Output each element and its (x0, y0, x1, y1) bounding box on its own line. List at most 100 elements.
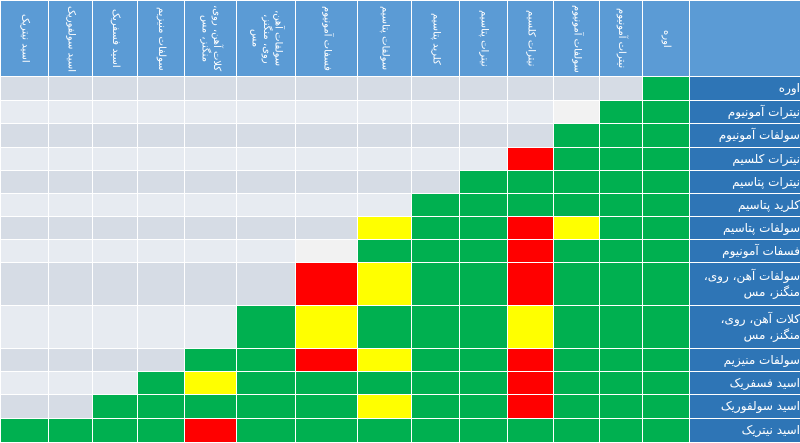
matrix-cell-empty (236, 170, 296, 194)
matrix-cell-empty (0, 76, 49, 101)
matrix-cell-compatible (137, 371, 185, 395)
matrix-cell-incompatible (295, 348, 358, 372)
matrix-cell-empty (48, 262, 93, 306)
matrix-cell-empty (137, 305, 185, 349)
matrix-cell-empty (48, 348, 93, 372)
matrix-cell-compatible (48, 418, 93, 443)
matrix-cell-empty (411, 100, 460, 124)
table-row: سولفات پتاسیم (0, 216, 800, 240)
matrix-cell-empty (507, 100, 554, 124)
matrix-cell-empty (48, 147, 93, 171)
matrix-cell-empty (357, 147, 412, 171)
matrix-cell-compatible (507, 193, 554, 217)
matrix-cell-compatible (599, 305, 643, 349)
matrix-cell-compatible (642, 123, 690, 148)
table-row: کلات آهن، روی، منگنز، مس (0, 305, 800, 349)
matrix-cell-empty (184, 170, 237, 194)
matrix-cell-compatible (599, 147, 643, 171)
table-row: اوره (0, 76, 800, 101)
matrix-cell-compatible (553, 348, 600, 372)
matrix-cell-compatible (236, 394, 296, 419)
matrix-cell-compatible (357, 418, 412, 443)
table-row: کلرید پتاسیم (0, 193, 800, 217)
matrix-cell-compatible (92, 394, 138, 419)
matrix-cell-compatible (642, 216, 690, 240)
matrix-cell-compatible (599, 371, 643, 395)
matrix-cell-compatible (642, 76, 690, 101)
matrix-cell-empty (411, 170, 460, 194)
matrix-cell-empty (0, 193, 49, 217)
matrix-cell-empty (411, 147, 460, 171)
matrix-cell-empty (184, 262, 237, 306)
matrix-cell-empty (295, 239, 358, 263)
matrix-cell-compatible (459, 305, 508, 349)
matrix-cell-empty (92, 371, 138, 395)
matrix-cell-empty (357, 100, 412, 124)
matrix-cell-empty (92, 305, 138, 349)
matrix-cell-empty (92, 216, 138, 240)
matrix-cell-compatible (459, 170, 508, 194)
matrix-cell-compatible (599, 394, 643, 419)
matrix-cell-limited (357, 216, 412, 240)
matrix-cell-empty (184, 76, 237, 101)
row-header-label: اسید نیتریک (689, 418, 800, 443)
matrix-cell-compatible (553, 262, 600, 306)
matrix-cell-compatible (642, 418, 690, 443)
matrix-cell-empty (48, 216, 93, 240)
matrix-cell-empty (184, 123, 237, 148)
matrix-cell-compatible (459, 239, 508, 263)
matrix-cell-incompatible (507, 147, 554, 171)
table-row: سولفات آهن، روی، منگنز، مس (0, 262, 800, 306)
row-header-label: فسفات آمونیوم (689, 239, 800, 263)
matrix-cell-compatible (642, 348, 690, 372)
matrix-cell-empty (48, 394, 93, 419)
column-header: نیترات کلسیم (507, 0, 554, 77)
column-header: سولفات منیزیم (137, 0, 185, 77)
matrix-cell-compatible (553, 193, 600, 217)
matrix-cell-compatible (459, 418, 508, 443)
table-row: اسید نیتریک (0, 418, 800, 443)
matrix-cell-empty (48, 371, 93, 395)
column-header: کلرید پتاسیم (411, 0, 460, 77)
matrix-cell-compatible (184, 394, 237, 419)
row-header-label: نیترات کلسیم (689, 147, 800, 171)
column-header-label: سولفات آمونیوم (571, 4, 583, 73)
matrix-cell-empty (507, 76, 554, 101)
matrix-cell-compatible (553, 394, 600, 419)
matrix-cell-empty (0, 239, 49, 263)
matrix-cell-compatible (553, 239, 600, 263)
matrix-cell-empty (92, 123, 138, 148)
matrix-cell-empty (137, 193, 185, 217)
matrix-cell-compatible (599, 123, 643, 148)
matrix-cell-empty (236, 76, 296, 101)
matrix-cell-compatible (642, 147, 690, 171)
table-row: سولفات آمونیوم (0, 123, 800, 148)
matrix-cell-compatible (459, 371, 508, 395)
matrix-cell-empty (357, 76, 412, 101)
matrix-cell-compatible (411, 216, 460, 240)
matrix-cell-empty (357, 123, 412, 148)
matrix-cell-incompatible (507, 348, 554, 372)
column-header-label: کلات آهن، روی، منگنز، مس (199, 5, 223, 72)
matrix-cell-empty (137, 262, 185, 306)
matrix-cell-empty (137, 123, 185, 148)
matrix-cell-empty (137, 216, 185, 240)
matrix-cell-compatible (459, 348, 508, 372)
matrix-cell-empty (459, 147, 508, 171)
matrix-cell-compatible (553, 418, 600, 443)
matrix-cell-compatible (553, 371, 600, 395)
matrix-cell-compatible (553, 147, 600, 171)
column-header-label: نیترات کلسیم (525, 10, 537, 67)
matrix-cell-compatible (599, 100, 643, 124)
matrix-cell-compatible (599, 193, 643, 217)
matrix-cell-empty (48, 193, 93, 217)
matrix-cell-empty (48, 170, 93, 194)
matrix-cell-empty (137, 239, 185, 263)
matrix-cell-empty (507, 123, 554, 148)
column-header: نیترات پتاسیم (459, 0, 508, 77)
matrix-cell-empty (411, 123, 460, 148)
matrix-cell-empty (184, 239, 237, 263)
matrix-cell-compatible (411, 418, 460, 443)
matrix-cell-empty (236, 147, 296, 171)
